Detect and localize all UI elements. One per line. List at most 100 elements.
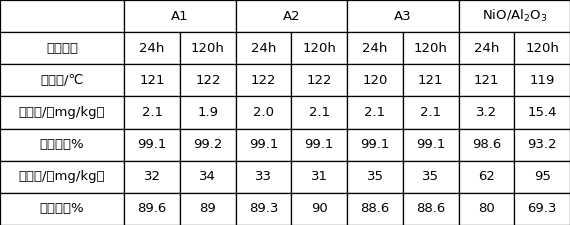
- Bar: [124, 64, 180, 97]
- Text: 24h: 24h: [140, 42, 165, 55]
- Text: 1.9: 1.9: [197, 106, 218, 119]
- Text: 99.1: 99.1: [304, 138, 334, 151]
- Bar: [458, 193, 514, 225]
- Text: 89: 89: [200, 202, 216, 215]
- Bar: [514, 193, 570, 225]
- Bar: [236, 193, 291, 225]
- Text: 88.6: 88.6: [416, 202, 445, 215]
- Text: 35: 35: [422, 170, 439, 183]
- Bar: [347, 161, 403, 193]
- Bar: [291, 32, 347, 64]
- Bar: [124, 128, 180, 161]
- Text: 99.2: 99.2: [193, 138, 222, 151]
- Bar: [124, 97, 180, 128]
- Bar: [0, 128, 124, 161]
- Text: 119: 119: [530, 74, 555, 87]
- Text: 34: 34: [200, 170, 216, 183]
- Text: A1: A1: [171, 10, 189, 22]
- Bar: [458, 64, 514, 97]
- Text: 氮含量/（mg/kg）: 氮含量/（mg/kg）: [19, 170, 105, 183]
- Bar: [0, 97, 124, 128]
- Text: 35: 35: [367, 170, 384, 183]
- Text: 软化点/℃: 软化点/℃: [40, 74, 84, 87]
- Bar: [514, 64, 570, 97]
- Bar: [347, 64, 403, 97]
- Bar: [180, 128, 236, 161]
- Bar: [291, 128, 347, 161]
- Text: A2: A2: [283, 10, 300, 22]
- Text: 88.6: 88.6: [360, 202, 390, 215]
- Text: 121: 121: [474, 74, 499, 87]
- Bar: [124, 193, 180, 225]
- Bar: [124, 161, 180, 193]
- Bar: [458, 161, 514, 193]
- Bar: [0, 0, 124, 32]
- Bar: [0, 193, 124, 225]
- Bar: [291, 161, 347, 193]
- Bar: [458, 97, 514, 128]
- Bar: [180, 97, 236, 128]
- Bar: [236, 32, 291, 64]
- Text: 运行时间: 运行时间: [46, 42, 78, 55]
- Text: 69.3: 69.3: [527, 202, 557, 215]
- Text: 2.1: 2.1: [420, 106, 441, 119]
- Text: 93.2: 93.2: [527, 138, 557, 151]
- Text: 24h: 24h: [363, 42, 388, 55]
- Bar: [458, 128, 514, 161]
- Bar: [124, 0, 236, 32]
- Text: 2.0: 2.0: [253, 106, 274, 119]
- Text: 120h: 120h: [525, 42, 559, 55]
- Bar: [403, 32, 458, 64]
- Text: 121: 121: [140, 74, 165, 87]
- Text: 120: 120: [363, 74, 388, 87]
- Bar: [347, 32, 403, 64]
- Bar: [291, 64, 347, 97]
- Text: 121: 121: [418, 74, 443, 87]
- Text: 33: 33: [255, 170, 272, 183]
- Text: 99.1: 99.1: [249, 138, 278, 151]
- Bar: [514, 161, 570, 193]
- Text: 脱硫率，%: 脱硫率，%: [40, 138, 84, 151]
- Bar: [514, 128, 570, 161]
- Text: 31: 31: [311, 170, 328, 183]
- Bar: [124, 32, 180, 64]
- Bar: [236, 64, 291, 97]
- Text: 95: 95: [534, 170, 551, 183]
- Text: 62: 62: [478, 170, 495, 183]
- Bar: [291, 97, 347, 128]
- Text: 120h: 120h: [302, 42, 336, 55]
- Text: 2.1: 2.1: [309, 106, 330, 119]
- Text: NiO/Al$_2$O$_3$: NiO/Al$_2$O$_3$: [482, 8, 547, 24]
- Bar: [180, 64, 236, 97]
- Bar: [0, 32, 124, 64]
- Bar: [403, 161, 458, 193]
- Bar: [180, 193, 236, 225]
- Text: 122: 122: [251, 74, 276, 87]
- Text: 24h: 24h: [474, 42, 499, 55]
- Bar: [236, 97, 291, 128]
- Text: 3.2: 3.2: [476, 106, 497, 119]
- Bar: [236, 161, 291, 193]
- Bar: [458, 0, 570, 32]
- Text: 89.3: 89.3: [249, 202, 278, 215]
- Text: 硫含量/（mg/kg）: 硫含量/（mg/kg）: [19, 106, 105, 119]
- Text: 120h: 120h: [414, 42, 447, 55]
- Bar: [403, 64, 458, 97]
- Bar: [291, 193, 347, 225]
- Text: 24h: 24h: [251, 42, 276, 55]
- Text: 99.1: 99.1: [416, 138, 445, 151]
- Bar: [236, 128, 291, 161]
- Text: 122: 122: [195, 74, 221, 87]
- Text: 122: 122: [307, 74, 332, 87]
- Text: 120h: 120h: [191, 42, 225, 55]
- Bar: [347, 128, 403, 161]
- Bar: [458, 32, 514, 64]
- Bar: [403, 97, 458, 128]
- Bar: [514, 97, 570, 128]
- Bar: [0, 161, 124, 193]
- Bar: [180, 161, 236, 193]
- Text: A3: A3: [394, 10, 412, 22]
- Text: 90: 90: [311, 202, 328, 215]
- Bar: [236, 0, 347, 32]
- Text: 98.6: 98.6: [472, 138, 501, 151]
